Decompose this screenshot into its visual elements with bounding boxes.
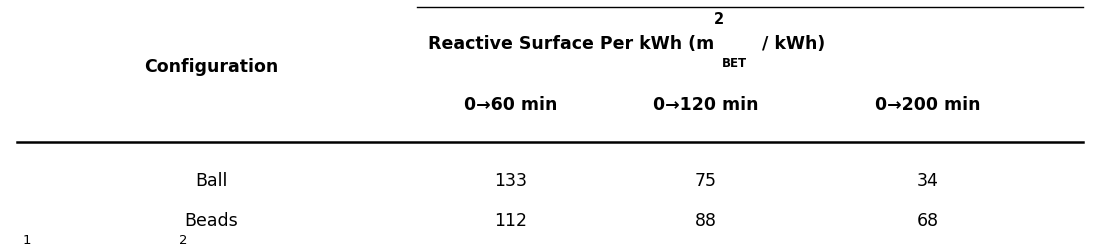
Text: 133: 133 bbox=[494, 172, 528, 190]
Text: 0→120 min: 0→120 min bbox=[653, 96, 758, 114]
Text: / kWh): / kWh) bbox=[762, 35, 825, 53]
Text: 34: 34 bbox=[917, 172, 939, 190]
Text: 0→200 min: 0→200 min bbox=[875, 96, 980, 114]
Text: 112: 112 bbox=[494, 211, 528, 230]
Text: Beads: Beads bbox=[184, 211, 238, 230]
Text: 2: 2 bbox=[179, 233, 188, 245]
Text: Reactive Surface Per kWh (m: Reactive Surface Per kWh (m bbox=[428, 35, 714, 53]
Text: Ball: Ball bbox=[194, 172, 228, 190]
Text: 2: 2 bbox=[714, 12, 724, 27]
Text: Configuration: Configuration bbox=[144, 58, 278, 76]
Text: 88: 88 bbox=[694, 211, 717, 230]
Text: BET: BET bbox=[722, 57, 747, 70]
Text: 68: 68 bbox=[917, 211, 939, 230]
Text: 75: 75 bbox=[694, 172, 717, 190]
Text: 1: 1 bbox=[22, 233, 31, 245]
Text: 0→60 min: 0→60 min bbox=[464, 96, 558, 114]
